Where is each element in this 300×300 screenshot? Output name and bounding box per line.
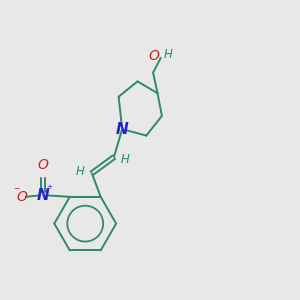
Text: O: O (149, 49, 160, 62)
Text: N: N (116, 122, 129, 136)
Text: $^+$: $^+$ (45, 184, 54, 194)
Text: H: H (76, 165, 85, 178)
Text: O: O (38, 158, 49, 172)
Text: N: N (37, 188, 50, 203)
Text: $^-$: $^-$ (12, 187, 21, 196)
Text: O: O (16, 190, 28, 204)
Text: H: H (120, 153, 129, 166)
Text: H: H (164, 48, 173, 62)
